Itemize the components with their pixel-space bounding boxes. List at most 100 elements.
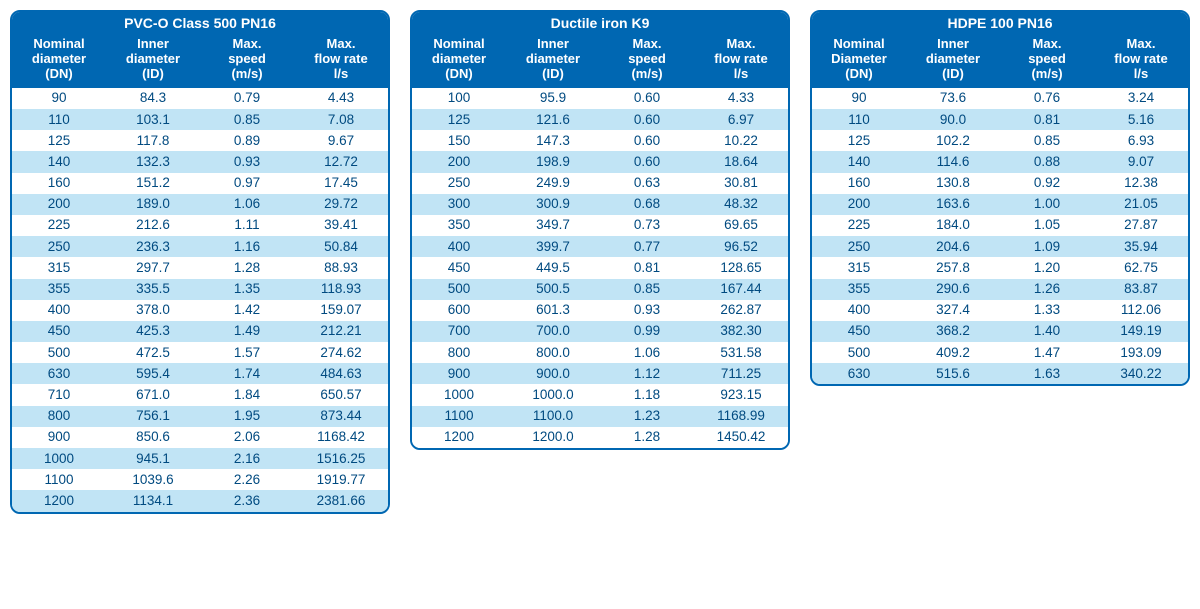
- table-row: 200198.90.6018.64: [412, 151, 788, 172]
- cell: 500: [812, 342, 906, 363]
- cell: 600: [412, 300, 506, 321]
- cell: 88.93: [294, 257, 388, 278]
- cell: 200: [12, 194, 106, 215]
- table-row: 1000945.12.161516.25: [12, 448, 388, 469]
- cell: 500: [412, 279, 506, 300]
- cell: 595.4: [106, 363, 200, 384]
- cell: 118.93: [294, 279, 388, 300]
- cell: 10.22: [694, 130, 788, 151]
- cell: 0.85: [600, 279, 694, 300]
- table-row: 600601.30.93262.87: [412, 300, 788, 321]
- cell: 100: [412, 88, 506, 109]
- cell: 1.33: [1000, 300, 1094, 321]
- cell: 472.5: [106, 342, 200, 363]
- table-row: 160130.80.9212.38: [812, 173, 1188, 194]
- cell: 1039.6: [106, 469, 200, 490]
- table-row: 12001200.01.281450.42: [412, 427, 788, 448]
- cell: 110: [812, 109, 906, 130]
- cell: 2.26: [200, 469, 294, 490]
- cell: 117.8: [106, 130, 200, 151]
- cell: 1.35: [200, 279, 294, 300]
- table-row: 125121.60.606.97: [412, 109, 788, 130]
- table-row: 400327.41.33112.06: [812, 300, 1188, 321]
- cell: 102.2: [906, 130, 1000, 151]
- cell: 601.3: [506, 300, 600, 321]
- cell: 0.97: [200, 173, 294, 194]
- cell: 160: [12, 173, 106, 194]
- cell: 1516.25: [294, 448, 388, 469]
- cell: 149.19: [1094, 321, 1188, 342]
- table-row: 140114.60.889.07: [812, 151, 1188, 172]
- cell: 1000.0: [506, 384, 600, 405]
- cell: 125: [412, 109, 506, 130]
- col-id: Innerdiameter(ID): [106, 35, 200, 88]
- cell: 73.6: [906, 88, 1000, 109]
- cell: 0.77: [600, 236, 694, 257]
- table-row: 315297.71.2888.93: [12, 257, 388, 278]
- cell: 96.52: [694, 236, 788, 257]
- panel-pvco: PVC-O Class 500 PN16 Nominaldiameter(DN)…: [10, 10, 390, 514]
- cell: 1200.0: [506, 427, 600, 448]
- col-dn: Nominaldiameter(DN): [412, 35, 506, 88]
- cell: 1.28: [200, 257, 294, 278]
- table-row: 12001134.12.362381.66: [12, 490, 388, 511]
- cell: 17.45: [294, 173, 388, 194]
- cell: 355: [12, 279, 106, 300]
- col-flow: Max.flow ratel/s: [294, 35, 388, 88]
- cell: 1100: [412, 406, 506, 427]
- cell: 500: [12, 342, 106, 363]
- tables-container: PVC-O Class 500 PN16 Nominaldiameter(DN)…: [10, 10, 1190, 514]
- cell: 630: [812, 363, 906, 384]
- cell: 21.05: [1094, 194, 1188, 215]
- cell: 850.6: [106, 427, 200, 448]
- cell: 110: [12, 109, 106, 130]
- cell: 300.9: [506, 194, 600, 215]
- cell: 1.84: [200, 384, 294, 405]
- cell: 95.9: [506, 88, 600, 109]
- cell: 800: [12, 406, 106, 427]
- cell: 1.05: [1000, 215, 1094, 236]
- cell: 132.3: [106, 151, 200, 172]
- cell: 1000: [12, 448, 106, 469]
- cell: 355: [812, 279, 906, 300]
- table-hdpe: NominalDiameter(DN) Innerdiameter(ID) Ma…: [812, 35, 1188, 384]
- cell: 800: [412, 342, 506, 363]
- cell: 112.06: [1094, 300, 1188, 321]
- table-row: 450425.31.49212.21: [12, 321, 388, 342]
- cell: 700.0: [506, 321, 600, 342]
- cell: 297.7: [106, 257, 200, 278]
- cell: 114.6: [906, 151, 1000, 172]
- cell: 27.87: [1094, 215, 1188, 236]
- table-row: 800800.01.06531.58: [412, 342, 788, 363]
- col-flow: Max.flow ratel/s: [694, 35, 788, 88]
- cell: 484.63: [294, 363, 388, 384]
- cell: 90.0: [906, 109, 1000, 130]
- cell: 1168.99: [694, 406, 788, 427]
- cell: 12.72: [294, 151, 388, 172]
- cell: 711.25: [694, 363, 788, 384]
- cell: 1168.42: [294, 427, 388, 448]
- table-row: 11001039.62.261919.77: [12, 469, 388, 490]
- cell: 84.3: [106, 88, 200, 109]
- cell: 1.42: [200, 300, 294, 321]
- cell: 1.26: [1000, 279, 1094, 300]
- cell: 140: [812, 151, 906, 172]
- cell: 1.28: [600, 427, 694, 448]
- cell: 425.3: [106, 321, 200, 342]
- cell: 0.60: [600, 88, 694, 109]
- panel-ductile: Ductile iron K9 Nominaldiameter(DN) Inne…: [410, 10, 790, 450]
- table-row: 900850.62.061168.42: [12, 427, 388, 448]
- table-row: 300300.90.6848.32: [412, 194, 788, 215]
- cell: 128.65: [694, 257, 788, 278]
- col-speed: Max.speed(m/s): [600, 35, 694, 88]
- cell: 0.89: [200, 130, 294, 151]
- cell: 159.07: [294, 300, 388, 321]
- cell: 1.57: [200, 342, 294, 363]
- cell: 315: [12, 257, 106, 278]
- cell: 0.93: [600, 300, 694, 321]
- cell: 204.6: [906, 236, 1000, 257]
- table-row: 700700.00.99382.30: [412, 321, 788, 342]
- cell: 650.57: [294, 384, 388, 405]
- cell: 1100.0: [506, 406, 600, 427]
- cell: 449.5: [506, 257, 600, 278]
